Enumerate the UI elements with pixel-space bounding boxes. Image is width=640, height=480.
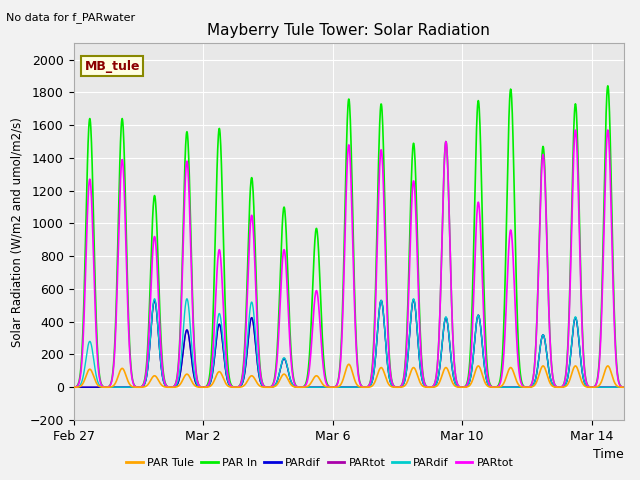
Legend: PAR Tule, PAR In, PARdif, PARtot, PARdif, PARtot: PAR Tule, PAR In, PARdif, PARtot, PARdif… [122,453,518,472]
Y-axis label: Solar Radiation (W/m2 and umol/m2/s): Solar Radiation (W/m2 and umol/m2/s) [11,117,24,347]
Title: Mayberry Tule Tower: Solar Radiation: Mayberry Tule Tower: Solar Radiation [207,23,490,38]
Text: MB_tule: MB_tule [84,60,140,72]
Text: No data for f_PARwater: No data for f_PARwater [6,12,136,23]
X-axis label: Time: Time [593,448,624,461]
